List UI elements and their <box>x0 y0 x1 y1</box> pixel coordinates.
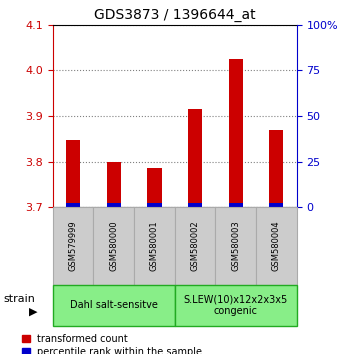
Text: GSM580000: GSM580000 <box>109 221 118 272</box>
Bar <box>66 202 80 207</box>
Text: GSM580002: GSM580002 <box>191 221 199 272</box>
Legend: transformed count, percentile rank within the sample: transformed count, percentile rank withi… <box>22 334 203 354</box>
Bar <box>188 202 202 207</box>
Text: ▶: ▶ <box>29 307 38 316</box>
Bar <box>216 207 256 285</box>
Text: strain: strain <box>3 294 35 304</box>
Bar <box>175 285 297 326</box>
Text: Dahl salt-sensitve: Dahl salt-sensitve <box>70 300 158 310</box>
Text: GSM580003: GSM580003 <box>231 221 240 272</box>
Bar <box>134 207 175 285</box>
Bar <box>66 139 80 207</box>
Text: S.LEW(10)x12x2x3x5
congenic: S.LEW(10)x12x2x3x5 congenic <box>183 295 288 316</box>
Bar <box>175 207 216 285</box>
Bar <box>53 207 93 285</box>
Text: GSM579999: GSM579999 <box>69 221 78 272</box>
Text: GSM580001: GSM580001 <box>150 221 159 272</box>
Bar <box>147 169 162 207</box>
Bar <box>228 202 243 207</box>
Title: GDS3873 / 1396644_at: GDS3873 / 1396644_at <box>94 8 255 22</box>
Bar <box>107 161 121 207</box>
Bar <box>107 202 121 207</box>
Bar <box>93 207 134 285</box>
Bar <box>53 285 175 326</box>
Bar <box>256 207 297 285</box>
Bar <box>147 202 162 207</box>
Bar <box>188 109 202 207</box>
Bar <box>269 202 283 207</box>
Bar <box>228 59 243 207</box>
Bar <box>269 130 283 207</box>
Text: GSM580004: GSM580004 <box>272 221 281 272</box>
